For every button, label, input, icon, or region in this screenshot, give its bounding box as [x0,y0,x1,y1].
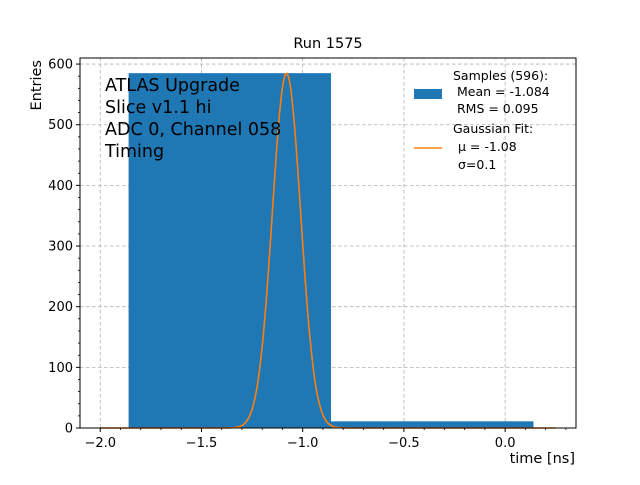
legend: Samples (596): Mean = -1.084 RMS = 0.095… [414,68,550,172]
annotation-block: ATLAS Upgrade Slice v1.1 hi ADC 0, Chann… [104,76,281,162]
legend-samples-line-3: RMS = 0.095 [453,101,539,116]
annotation-line-3: ADC 0, Channel 058 [105,120,281,140]
x-tick-label-4: 0.0 [495,436,516,451]
legend-samples-patch [414,89,442,99]
annotation-line-4: Timing [104,142,164,162]
legend-fit-line-3: σ=0.1 [458,157,496,172]
legend-fit-line-2: μ = -1.08 [458,139,517,154]
y-axis-label: Entries [29,60,45,111]
y-tick-label-1: 100 [48,361,73,376]
y-tick-label-2: 200 [48,300,73,315]
y-tick-label-0: 0 [65,422,73,437]
axis-ticks: −2.0 −1.5 −1.0 −0.5 0.0 0 100 200 300 400 500 600 [48,58,567,451]
histogram-bar-1 [331,421,534,428]
x-tick-label-2: −1.0 [287,436,319,451]
chart-title: Run 1575 [293,36,362,52]
annotation-line-1: ATLAS Upgrade [105,76,240,96]
legend-fit-line-1: Gaussian Fit: [453,121,533,136]
legend-samples-line-2: Mean = -1.084 [453,84,550,99]
y-tick-label-6: 600 [48,58,73,73]
histogram-bars [128,73,534,428]
annotation-line-2: Slice v1.1 hi [105,98,212,118]
y-tick-label-4: 400 [48,179,73,194]
axes-frame [79,57,577,429]
x-tick-label-3: −0.5 [388,436,420,451]
y-tick-label-5: 500 [48,118,73,133]
x-tick-label-1: −1.5 [186,436,218,451]
legend-samples-line-1: Samples (596): [453,68,548,83]
x-tick-label-0: −2.0 [84,436,116,451]
histogram-bar-0 [128,73,332,428]
y-tick-label-3: 300 [48,240,73,255]
x-axis-label: time [ns] [510,451,575,467]
